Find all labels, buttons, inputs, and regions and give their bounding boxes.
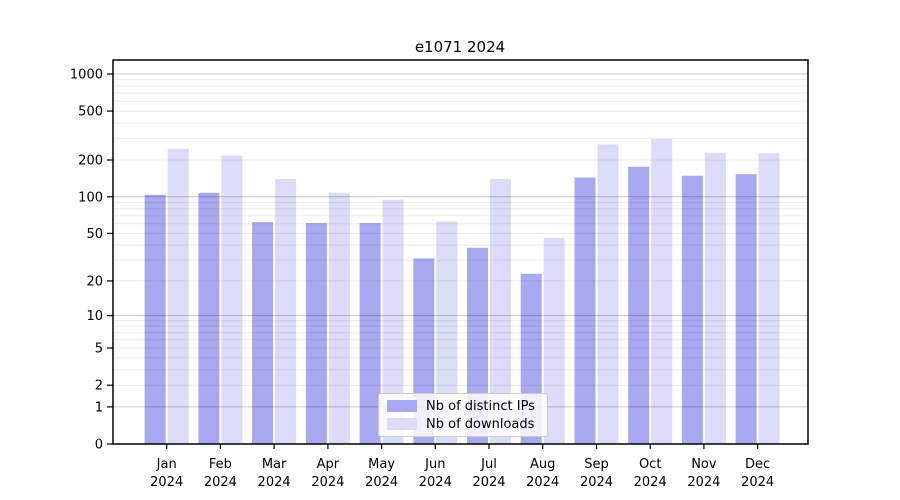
- bar-downloads-dec: [758, 153, 780, 444]
- axes-layer: 0 1 2 5 10 20 50 100 200 500 1000 Jan 2024 Feb 2024 Mar…: [70, 59, 809, 490]
- x-tick-label-month: Dec: [745, 457, 770, 472]
- y-tick-label: 5: [95, 342, 103, 357]
- gridlines-layer: [113, 73, 808, 408]
- bar-distinct-ips-nov: [681, 175, 703, 444]
- x-tick-label-year: 2024: [687, 475, 720, 490]
- x-tick-label-year: 2024: [580, 475, 613, 490]
- x-tick-label-month: May: [368, 457, 395, 472]
- x-tick-label-year: 2024: [634, 475, 667, 490]
- bar-downloads-jun: [436, 221, 458, 444]
- bar-distinct-ips-feb: [198, 192, 220, 444]
- x-tick-label-month: Oct: [639, 457, 661, 472]
- bar-distinct-ips-mar: [252, 222, 274, 444]
- x-tick-label-month: Jan: [156, 457, 177, 472]
- bar-distinct-ips-jan: [144, 194, 166, 444]
- bar-downloads-nov: [704, 152, 726, 445]
- y-tick-label: 0: [95, 438, 103, 453]
- bar-distinct-ips-apr: [305, 223, 327, 444]
- x-tick-label-year: 2024: [472, 475, 505, 490]
- x-tick-label-year: 2024: [526, 475, 559, 490]
- x-tick-label-month: Nov: [691, 457, 717, 472]
- bar-downloads-apr: [328, 192, 350, 444]
- x-tick-label-month: Aug: [530, 457, 555, 472]
- x-tick-label-month: Jul: [480, 457, 497, 472]
- legend-item-downloads: Nb of downloads: [387, 417, 539, 432]
- x-tick-label-year: 2024: [741, 475, 774, 490]
- chart-title: e1071 2024: [415, 38, 505, 56]
- bar-downloads-jul: [490, 179, 511, 444]
- legend-item-distinct-ips: Nb of distinct IPs: [387, 399, 539, 414]
- legend-swatch-downloads: [387, 418, 417, 430]
- bar-downloads-aug: [543, 237, 565, 444]
- bar-downloads-may: [382, 199, 404, 444]
- legend-label-distinct-ips: Nb of distinct IPs: [426, 398, 535, 414]
- legend-label-downloads: Nb of downloads: [426, 416, 535, 432]
- bar-distinct-ips-dec: [735, 174, 757, 444]
- y-tick-label: 20: [86, 274, 103, 289]
- x-tick-label-year: 2024: [204, 475, 237, 490]
- x-tick-label-month: Mar: [262, 457, 287, 472]
- y-tick-label: 10: [86, 309, 103, 324]
- x-tick-label-year: 2024: [150, 475, 183, 490]
- y-tick-label: 100: [78, 190, 103, 205]
- x-tick-label-year: 2024: [365, 475, 398, 490]
- x-tick-label-year: 2024: [419, 475, 452, 490]
- x-tick-label-year: 2024: [311, 475, 344, 490]
- plot-border: [112, 59, 809, 445]
- y-tick-label: 200: [78, 154, 103, 169]
- y-tick-label: 2: [95, 379, 103, 394]
- x-tick-label-month: Feb: [209, 457, 232, 472]
- legend-swatch-distinct-ips: [387, 400, 417, 412]
- x-tick-label-month: Sep: [584, 457, 609, 472]
- x-tick-label-month: Apr: [317, 457, 340, 472]
- bar-downloads-jan: [167, 148, 189, 444]
- y-tick-label: 1: [95, 400, 103, 415]
- y-tick-label: 50: [86, 227, 103, 242]
- legend: Nb of distinct IPs Nb of downloads: [378, 393, 548, 437]
- bar-distinct-ips-sep: [574, 177, 596, 444]
- bar-distinct-ips-may: [359, 223, 381, 444]
- x-tick-label-month: Jun: [424, 457, 445, 472]
- x-tick-label-year: 2024: [258, 475, 291, 490]
- bar-downloads-feb: [221, 155, 243, 444]
- bar-downloads-mar: [275, 179, 297, 444]
- bar-downloads-sep: [597, 144, 619, 444]
- bar-distinct-ips-oct: [628, 166, 650, 445]
- y-tick-label: 500: [78, 105, 103, 120]
- y-tick-label: 1000: [70, 68, 103, 83]
- bar-downloads-oct: [651, 138, 673, 444]
